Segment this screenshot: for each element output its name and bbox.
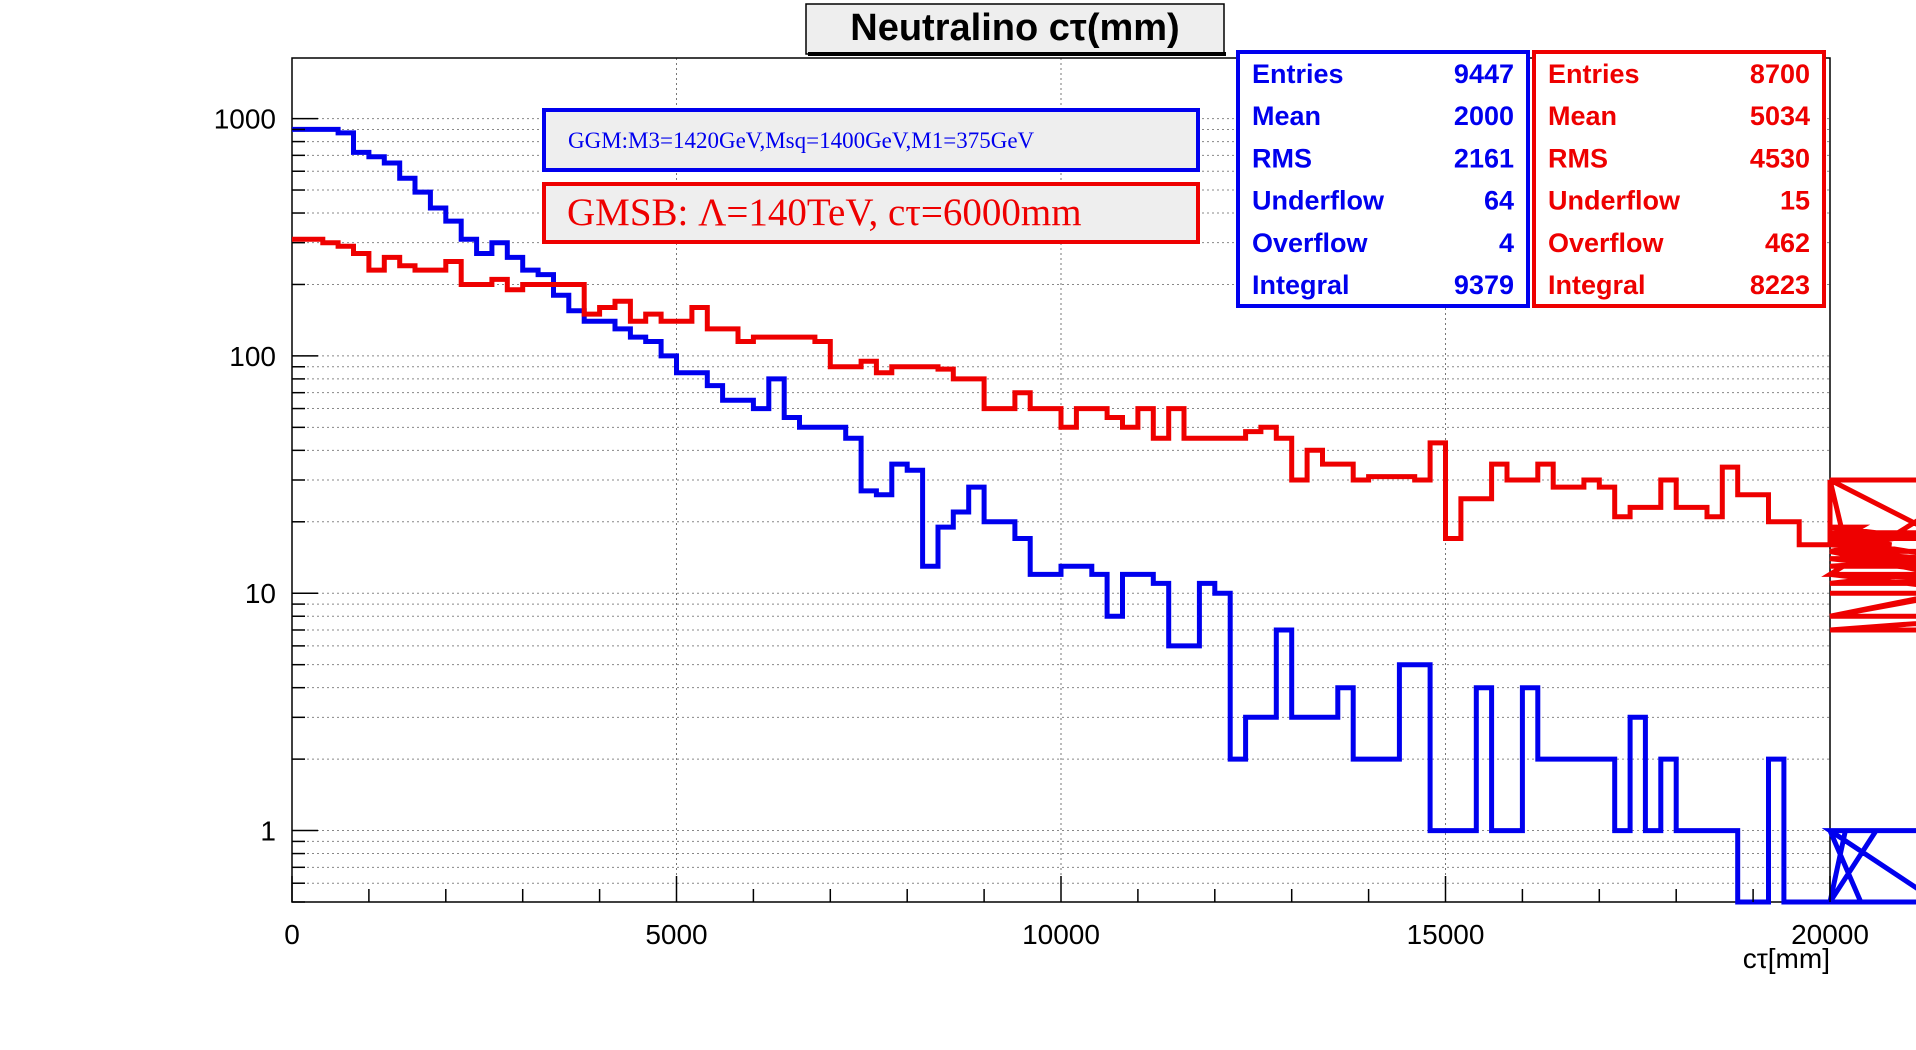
chart-title: Neutralino cτ(mm) (850, 7, 1179, 49)
y-tick-label: 1000 (214, 104, 276, 135)
legend: GGM:M3=1420GeV,Msq=1400GeV,M1=375GeV GMS… (542, 108, 1200, 244)
stats-label: RMS (1548, 143, 1608, 173)
stats-box-0: Entries 9447 Mean 2000 RMS 2161 Underflow 64 Ove… (1236, 50, 1530, 308)
legend-label-gmsb: GMSB: Λ=140TeV, cτ=6000mm (567, 191, 1082, 234)
stats-label: Overflow (1252, 228, 1369, 258)
stats-label: Mean (1548, 101, 1617, 131)
x-tick-label: 10000 (1022, 919, 1100, 950)
y-tick-label: 100 (229, 341, 276, 372)
x-tick-label: 5000 (645, 919, 707, 950)
x-tick-label: 0 (284, 919, 300, 950)
chart-title-box: Neutralino cτ(mm) (805, 3, 1226, 56)
axes: 0 5000 10000 15000 20000 1 10 100 1000 (214, 104, 1869, 950)
stats-value: 15 (1780, 186, 1810, 216)
x-tick-label: 20000 (1791, 919, 1869, 950)
stats-label: Mean (1252, 101, 1321, 131)
stats-value: 2161 (1454, 143, 1514, 173)
series-layer (292, 126, 1916, 905)
stats-box-1: Entries 8700 Mean 5034 RMS 4530 Underflow 15 Ove… (1532, 50, 1826, 308)
y-tick-label: 10 (245, 578, 276, 609)
stats-box-frame (1236, 50, 1530, 308)
stats-value: 4530 (1750, 143, 1810, 173)
series-line-1 (292, 236, 1916, 633)
y-tick-label: 1 (260, 816, 276, 847)
legend-entry-ggm: GGM:M3=1420GeV,Msq=1400GeV,M1=375GeV (542, 108, 1200, 172)
stats-value: 9447 (1454, 59, 1514, 89)
stats-boxes: Entries 9447 Mean 2000 RMS 2161 Underflow 64 Ove… (1236, 50, 1826, 308)
stats-label: Integral (1252, 270, 1350, 300)
stats-label: Entries (1252, 59, 1344, 89)
stats-value: 5034 (1750, 101, 1810, 131)
legend-label-ggm: GGM:M3=1420GeV,Msq=1400GeV,M1=375GeV (568, 128, 1035, 153)
stats-value: 462 (1765, 228, 1810, 258)
stats-label: Underflow (1252, 186, 1385, 216)
stats-value: 8700 (1750, 59, 1810, 89)
x-tick-label: 15000 (1407, 919, 1485, 950)
stats-label: Integral (1548, 270, 1646, 300)
stats-label: RMS (1252, 143, 1312, 173)
stats-value: 2000 (1454, 101, 1514, 131)
stats-label: Underflow (1548, 186, 1681, 216)
stats-box-frame (1532, 50, 1826, 308)
stats-value: 4 (1499, 228, 1514, 258)
stats-value: 8223 (1750, 270, 1810, 300)
stats-value: 9379 (1454, 270, 1514, 300)
stats-value: 64 (1484, 186, 1514, 216)
legend-entry-gmsb: GMSB: Λ=140TeV, cτ=6000mm (542, 182, 1200, 244)
x-axis-label: cτ[mm] (1743, 943, 1830, 974)
series-line-0 (292, 126, 1916, 905)
stats-label: Overflow (1548, 228, 1665, 258)
stats-label: Entries (1548, 59, 1640, 89)
